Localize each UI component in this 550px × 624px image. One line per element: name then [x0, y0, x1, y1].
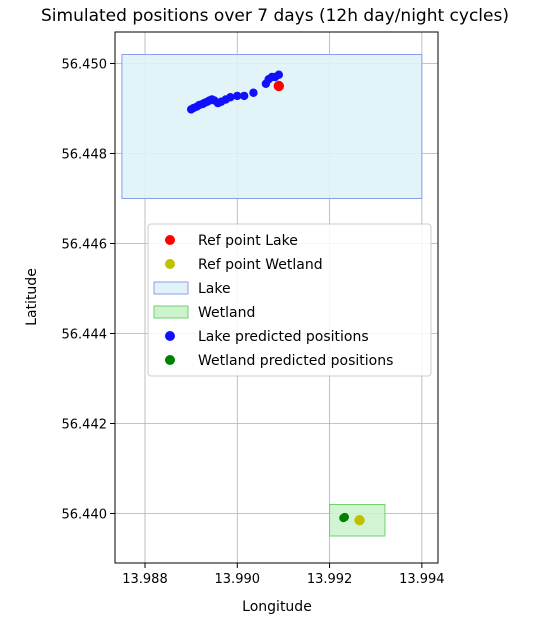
x-tick-label: 13.990 — [215, 572, 261, 587]
chart-title: Simulated positions over 7 days (12h day… — [41, 6, 509, 26]
legend-marker-wetland-predicted-positions — [165, 355, 175, 365]
lake-predicted-positions-point — [226, 93, 235, 102]
x-tick-label: 13.994 — [399, 572, 445, 587]
ticks: 13.988 13.990 13.992 13.994 56.440 56.442 56.4… — [62, 58, 445, 588]
legend-label-wetland-predicted-positions: Wetland predicted positions — [198, 353, 393, 369]
lake-predicted-positions-point — [233, 91, 242, 101]
y-tick-label: 56.446 — [62, 238, 108, 253]
y-tick-label: 56.444 — [62, 328, 108, 343]
legend-marker-lake-predicted-positions — [165, 331, 175, 341]
legend-label-lake-predicted-positions: Lake predicted positions — [198, 329, 369, 345]
y-tick-label: 56.450 — [62, 58, 108, 73]
legend: Ref point Lake Ref point Wetland Lake Wetla… — [147, 223, 432, 377]
legend-label-wetland: Wetland — [198, 305, 255, 321]
lake-predicted-positions-point — [274, 70, 284, 79]
lake-predicted-positions-point — [240, 91, 249, 101]
legend-marker-ref-point-lake — [165, 235, 175, 245]
legend-patch-wetland — [153, 305, 189, 319]
legend-label-ref-point-lake: Ref point Lake — [198, 233, 298, 249]
legend-box — [147, 223, 432, 377]
x-tick-label: 13.988 — [122, 572, 168, 587]
points — [186, 70, 365, 526]
ref-point-lake-marker — [273, 80, 285, 92]
x-axis-label: Longitude — [242, 599, 312, 615]
x-tick-label: 13.992 — [307, 572, 353, 587]
y-tick-label: 56.442 — [62, 418, 108, 433]
y-axis-label: Latitude — [24, 268, 40, 326]
wetland-predicted-positions-point — [340, 512, 349, 522]
legend-label-ref-point-wetland: Ref point Wetland — [198, 257, 323, 273]
y-tick-label: 56.448 — [62, 148, 108, 163]
y-tick-label: 56.440 — [62, 508, 108, 523]
legend-patch-lake — [153, 281, 189, 295]
legend-marker-ref-point-wetland — [165, 259, 175, 269]
legend-label-lake: Lake — [198, 281, 231, 297]
lake-predicted-positions-point — [249, 88, 258, 97]
plot-frame — [114, 31, 439, 564]
ref-point-wetland-marker — [354, 515, 365, 526]
